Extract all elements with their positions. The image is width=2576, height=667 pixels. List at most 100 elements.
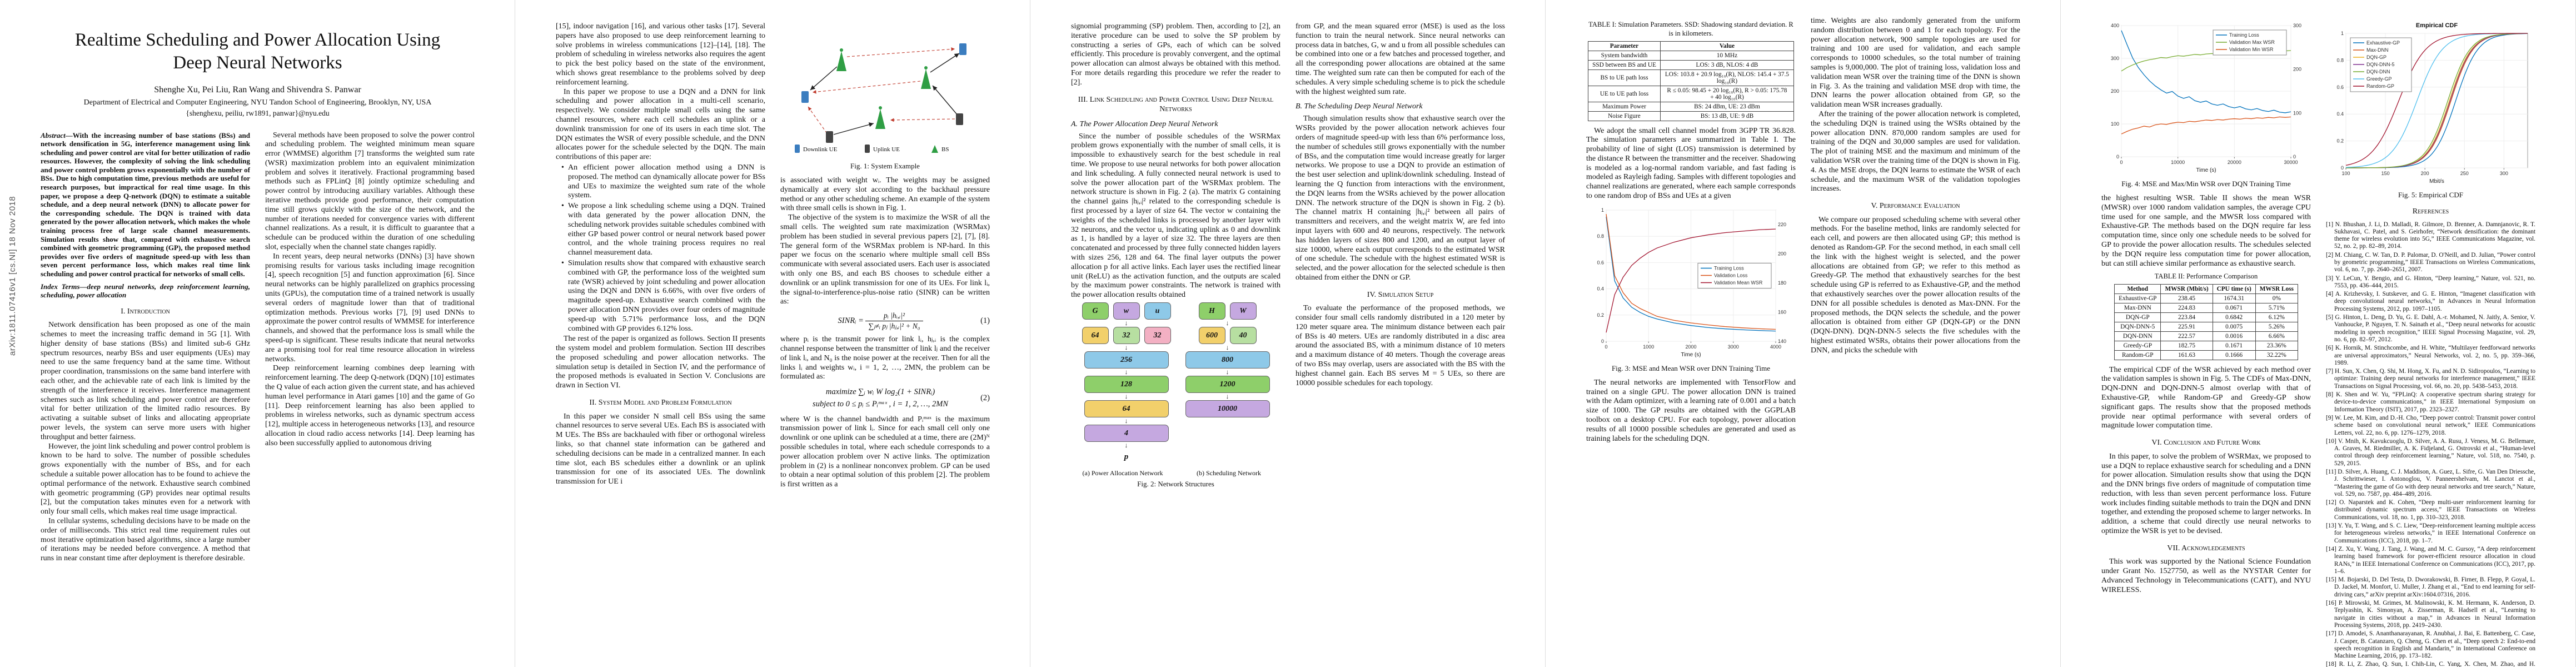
table-cell: 0.0075 (2212, 321, 2256, 332)
table-header-cell: Value (1660, 41, 1794, 51)
affiliation-line: Department of Electrical and Computer En… (83, 98, 432, 107)
table-header-row: Method MWSR (Mbit/s) CPU time (s) MWSR Loss (2114, 283, 2298, 294)
svg-text:0.4: 0.4 (1597, 286, 1604, 291)
section-heading-evaluation: V. Performance Evaluation (1871, 202, 1960, 211)
svg-text:0: 0 (2293, 154, 2296, 160)
table-header-cell: Method (2114, 283, 2161, 294)
performance-comparison-table: Method MWSR (Mbit/s) CPU time (s) MWSR Loss… (2114, 283, 2298, 360)
table-header-cell: MWSR (Mbit/s) (2160, 283, 2213, 294)
index-terms: Index Terms—deep neural networks, deep r… (41, 282, 250, 300)
down-arrow-icon: ↓ (1225, 392, 1229, 400)
paragraph: time. Weights are also randomly generate… (1811, 17, 2020, 109)
eq1-number: (1) (980, 316, 990, 326)
page-1: arXiv:1811.07416v1 [cs.NI] 18 Nov 2018 R… (0, 0, 515, 667)
equation-2: maximize ∑ᵢ wᵢ W log₂(1 + SINRᵢ) subject… (780, 386, 990, 411)
svg-text:100: 100 (2293, 110, 2301, 116)
paragraph: The empirical CDF of the WSR achieved by… (2101, 365, 2311, 430)
down-arrow-icon: ↓ (1225, 367, 1229, 376)
paragraph: Network densification has been proposed … (41, 321, 250, 441)
table-cell: DQN-DNN-5 (2114, 321, 2161, 332)
fig1-system-diagram: Downlink UE Uplink UE BS (795, 43, 966, 153)
table-cell: SSD between BS and UE (1588, 59, 1661, 70)
fig4-caption: Fig. 4: MSE and Max/Min WSR over DQN Tra… (2121, 180, 2291, 188)
svg-text:2000: 2000 (1685, 344, 1696, 350)
legend-downlink-label: Downlink UE (803, 146, 838, 153)
bullet-icon: • (561, 163, 564, 172)
page5-column-2: 100 150 200 250 300 0 0.2 0.4 0.6 0.8 1 Empirical C… (2326, 17, 2535, 667)
svg-text:Time (s): Time (s) (2196, 167, 2216, 173)
legend-downlink-ue-icon (795, 145, 800, 153)
svg-text:3000: 3000 (1728, 344, 1739, 350)
fig2-caption: Fig. 2: Network Structures (1137, 479, 1214, 488)
page3-column-1: signomial programming (SP) problem. Then… (1071, 22, 1280, 494)
svg-text:Time (s): Time (s) (1681, 352, 1701, 358)
contribution-bullet: • Simulation results show that compared w… (561, 259, 765, 334)
svg-text:Greedy-GP: Greedy-GP (2366, 76, 2392, 82)
table-cell: 222.57 (2160, 331, 2213, 341)
page3-column-2: from GP, and the mean squared error (MSE… (1296, 22, 1505, 494)
page4-column-2: time. Weights are also randomly generate… (1811, 17, 2020, 444)
paragraph: However, the joint link scheduling and p… (41, 442, 250, 516)
legend-uplink-ue-icon (865, 145, 870, 153)
svg-text:Mbit/s: Mbit/s (2429, 178, 2444, 185)
svg-text:250: 250 (2460, 171, 2469, 176)
svg-text:0: 0 (2341, 165, 2344, 171)
paragraph: The rest of the paper is organized as fo… (556, 335, 765, 390)
layer-box: p (1124, 452, 1129, 461)
paragraph: The objective of the system is to maximi… (780, 213, 990, 306)
eq2-line1: maximize ∑ᵢ wᵢ W log₂(1 + SINRᵢ) (825, 387, 935, 397)
down-arrow-icon: ↓ (1124, 441, 1128, 449)
table-header-cell: Parameter (1588, 41, 1661, 51)
scheduling-network-diagram: H W ↓ 600 40 ↓ 800 ↓ 1200 ↓ 10000 (1185, 302, 1270, 465)
table-row: BS to UE path loss LOS: 103.8 + 20.9 log₁… (1588, 69, 1794, 86)
table-header-cell: MWSR Loss (2255, 283, 2298, 294)
index-terms-label: Index Terms— (41, 282, 87, 291)
table-row: SSD between BS and UE LOS: 3 dB, NLOS: 4 … (1588, 59, 1794, 70)
layer-box: 600 (1198, 326, 1225, 344)
svg-text:20000: 20000 (2228, 160, 2241, 165)
page1-column-2: Several methods have been proposed to so… (265, 131, 475, 564)
table-cell: R ≤ 0.05: 98.45 + 20 log₁₀(R), R > 0.05:… (1660, 85, 1794, 102)
table-cell: LOS: 3 dB, NLOS: 4 dB (1660, 59, 1794, 70)
table-cell: 6.66% (2255, 331, 2298, 341)
svg-text:0: 0 (2120, 160, 2122, 165)
table-cell: 182.75 (2160, 340, 2213, 351)
table-cell: 1674.31 (2212, 293, 2256, 303)
figure-4: 0 10000 20000 30000 0 100 200 300 400 0 100 200 300 T… (2101, 19, 2311, 188)
svg-text:0.8: 0.8 (1597, 233, 1604, 239)
legend-bs-label: BS (941, 146, 949, 153)
svg-text:0.6: 0.6 (1597, 260, 1604, 265)
svg-text:4000: 4000 (1770, 344, 1781, 350)
table-cell: BS to UE path loss (1588, 69, 1661, 86)
reference-item: [10] V. Mnih, K. Kavukcuoglu, D. Silver,… (2326, 437, 2535, 467)
table-cell: DQN-DNN (2114, 331, 2161, 341)
table-row: DQN-DNN-5 225.91 0.0075 5.26% (2114, 321, 2298, 332)
bullet-icon: • (561, 202, 564, 211)
fig5-chart: 100 150 200 250 300 0 0.2 0.4 0.6 0.8 1 Empirical C… (2336, 22, 2528, 185)
table-row: Max-DNN 224.83 0.0671 5.71% (2114, 302, 2298, 313)
fig3-chart: 0 1000 2000 3000 4000 0 0.2 0.4 0.6 0.8 1 140 160 180… (1597, 207, 1786, 358)
reference-item: [5] G. Hinton, L. Deng, D. Yu, G. E. Dah… (2326, 314, 2535, 343)
page2-column-1: [15], indoor navigation [16], and variou… (556, 22, 765, 490)
layer-box: 40 (1229, 326, 1257, 344)
layer-box: 256 (1084, 351, 1169, 369)
svg-text:0: 0 (1605, 344, 1607, 350)
figure-1: Downlink UE Uplink UE BS Fig. 1: System … (780, 24, 990, 171)
table-row: Exhaustive-GP 238.45 1674.31 0% (2114, 293, 2298, 303)
svg-text:DQN-GP: DQN-GP (2366, 54, 2386, 60)
eq1-denominator: ∑ⱼ≠ᵢ pⱼ |hⱼ,ᵢ|² + N₀ (868, 322, 920, 331)
svg-text:160: 160 (1778, 309, 1786, 315)
svg-text:DQN-DNN: DQN-DNN (2366, 69, 2390, 74)
table-cell: 225.91 (2160, 321, 2213, 332)
svg-text:300: 300 (2500, 171, 2508, 176)
paragraph: In recent years, deep neural networks (D… (265, 252, 475, 364)
paragraph: Deep reinforcement learning combines dee… (265, 364, 475, 447)
svg-text:Exhaustive-GP: Exhaustive-GP (2366, 40, 2400, 46)
bullet-text: We propose a link scheduling scheme usin… (568, 202, 765, 257)
reference-item: [12] O. Naparstek and K. Cohen, “Deep mu… (2326, 499, 2535, 521)
downlink-ue-icon (959, 43, 966, 55)
bs-icon (875, 106, 885, 129)
reference-item: [18] R. Li, Z. Zhao, Q. Sun, I. Chih-Lin… (2326, 661, 2535, 667)
table-cell: 161.63 (2160, 350, 2213, 360)
table-row: DQN-GP 223.84 0.6842 6.12% (2114, 312, 2298, 322)
